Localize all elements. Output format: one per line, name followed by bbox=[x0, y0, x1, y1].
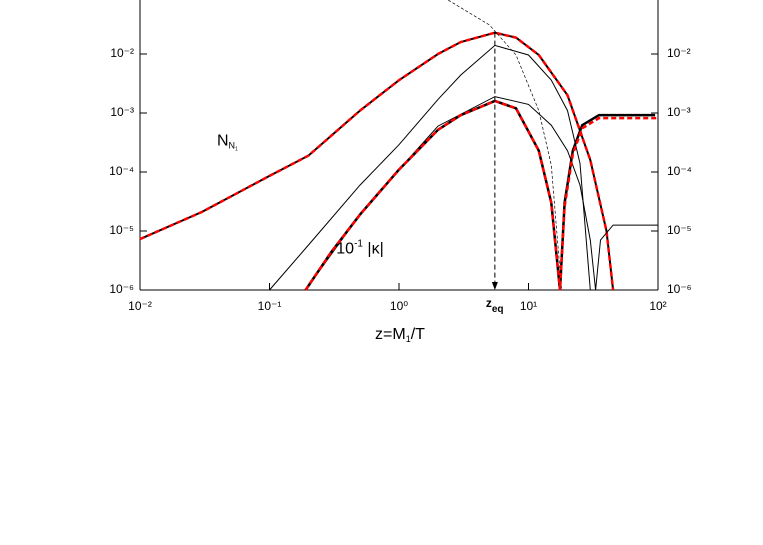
series-line bbox=[304, 99, 656, 291]
x-tick-label: 10⁰ bbox=[390, 299, 408, 313]
y-tick-label: 10⁻⁶ bbox=[667, 282, 692, 296]
n-main: N bbox=[217, 133, 229, 150]
kappa-sup: -1 bbox=[354, 238, 363, 249]
x-label-main: z=M bbox=[375, 326, 406, 343]
x-label-sub: 1 bbox=[406, 334, 411, 344]
kappa-label: 10-1 |κ| bbox=[336, 238, 383, 258]
n-subsub: 1 bbox=[235, 147, 238, 153]
x-tick-label: 10⁻¹ bbox=[258, 299, 282, 313]
series-line bbox=[269, 44, 591, 291]
x-label-tail: /T bbox=[411, 326, 425, 343]
y-tick-label: 10⁻⁵ bbox=[109, 223, 134, 237]
y-tick-label: 10⁻⁴ bbox=[667, 164, 692, 178]
kappa-main: 10 bbox=[336, 241, 354, 258]
y-tick-label: 10⁻⁴ bbox=[109, 164, 134, 178]
x-tick-label: 10² bbox=[649, 299, 666, 313]
y-tick-label: 10⁻² bbox=[667, 46, 691, 60]
y-tick-label: 10⁻³ bbox=[667, 105, 691, 119]
series-line bbox=[304, 99, 658, 291]
zeq-sub: eq bbox=[492, 304, 504, 315]
zeq-label: zeq bbox=[486, 296, 504, 314]
y-tick-label: 10⁻⁵ bbox=[667, 223, 692, 237]
kappa-tail: |κ| bbox=[363, 241, 384, 258]
zeq-main: z bbox=[486, 296, 492, 310]
y-tick-label: 10⁻¹ bbox=[667, 0, 691, 1]
x-tick-label: 10⁻² bbox=[128, 299, 152, 313]
series-line bbox=[305, 96, 658, 291]
series-line bbox=[139, 31, 615, 291]
x-axis-label: z=M1/T bbox=[375, 326, 425, 344]
y-tick-label: 10⁻² bbox=[110, 46, 134, 60]
y-tick-label: 10⁻¹ bbox=[110, 0, 134, 1]
x-tick-label: 10¹ bbox=[520, 299, 537, 313]
n-label: NN1 bbox=[217, 133, 238, 153]
y-tick-label: 10⁻³ bbox=[110, 105, 134, 119]
n-sub: N bbox=[229, 141, 236, 151]
arrow-head bbox=[491, 282, 498, 290]
y-tick-label: 10⁻⁶ bbox=[109, 282, 134, 296]
series-line bbox=[448, 0, 562, 291]
